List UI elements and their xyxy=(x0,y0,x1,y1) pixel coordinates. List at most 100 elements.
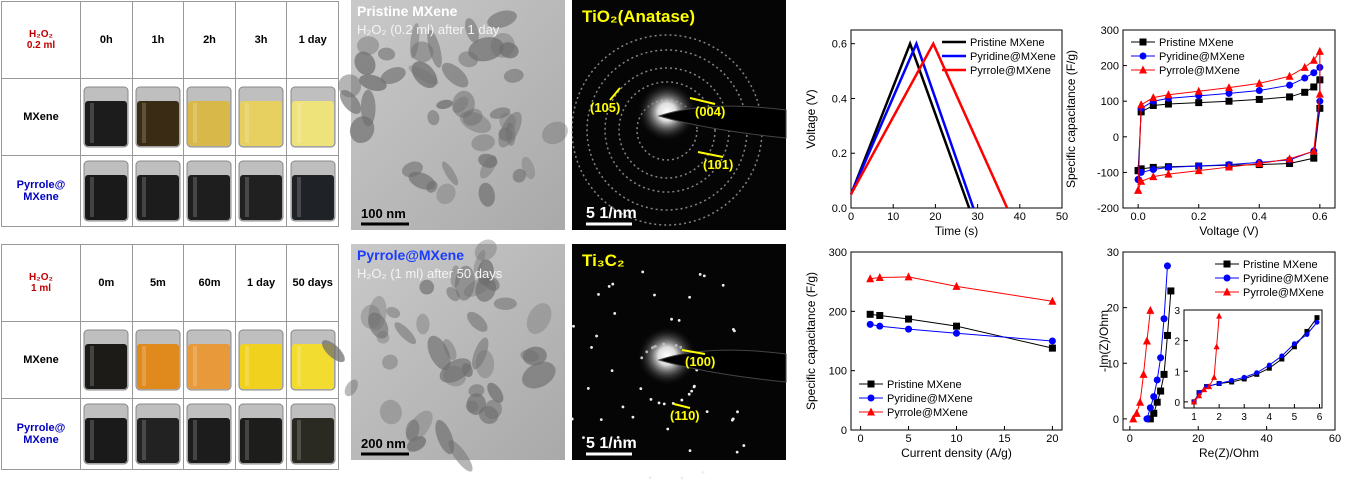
marker xyxy=(876,322,884,330)
marker xyxy=(1129,414,1138,423)
x-tick-label: 0.2 xyxy=(1191,211,1206,223)
particle xyxy=(442,161,459,186)
diffraction-spot xyxy=(653,293,656,297)
table-row: Pyrrole@ MXene xyxy=(1,155,339,227)
marker xyxy=(1286,93,1294,101)
marker xyxy=(1149,93,1158,102)
vial-cell xyxy=(80,155,133,227)
x-tick-label: 1 xyxy=(1191,412,1197,423)
marker xyxy=(1216,312,1223,319)
scale-label: 200 nm xyxy=(361,436,406,451)
diffraction-spot xyxy=(611,282,615,286)
marker xyxy=(1301,88,1309,96)
marker xyxy=(1196,392,1203,399)
diffraction-spot xyxy=(670,317,673,321)
particle xyxy=(450,265,461,288)
particle xyxy=(360,304,381,329)
particle xyxy=(471,134,495,152)
particle xyxy=(382,354,398,370)
x-tick-label: 50 xyxy=(1056,211,1068,223)
marker xyxy=(1315,89,1324,98)
vial-table: H₂O₂ 1 ml 0m 5m 60m 1 day 50 days MXene Pyrrole… xyxy=(1,244,339,470)
y-tick-label: 0.4 xyxy=(832,93,847,105)
vial-shine xyxy=(245,177,250,217)
vial-shine xyxy=(296,103,301,143)
legend-label: Pyrrole@MXene xyxy=(887,407,968,419)
legend-marker xyxy=(867,380,875,388)
marker xyxy=(1160,370,1168,378)
vial-photo xyxy=(238,329,284,391)
header-cell: 0h xyxy=(80,1,133,79)
vial-photo xyxy=(186,403,232,465)
marker xyxy=(1229,377,1235,383)
particle xyxy=(454,265,475,301)
marker xyxy=(1149,172,1158,181)
x-tick-label: 0 xyxy=(1127,433,1133,445)
y-tick-label: 0 xyxy=(1113,414,1119,426)
marker xyxy=(1132,408,1141,417)
particle xyxy=(411,41,434,63)
marker xyxy=(1315,46,1324,55)
marker xyxy=(1163,331,1171,339)
legend-label: Pristine MXene xyxy=(970,37,1045,49)
particle xyxy=(427,110,440,126)
marker xyxy=(905,315,913,323)
vial-liquid xyxy=(85,418,128,463)
x-tick-label: 4 xyxy=(1267,412,1273,423)
y-axis-label: -Im(Z)/Ohm xyxy=(1097,310,1111,372)
arrow xyxy=(697,151,724,158)
y-tick-label: 0.0 xyxy=(832,203,847,215)
plane-label: (101) xyxy=(703,157,733,172)
marker xyxy=(1137,176,1146,185)
particle xyxy=(405,419,420,441)
header-cell: 2h xyxy=(183,1,236,79)
particle xyxy=(478,182,495,207)
marker xyxy=(1310,69,1318,77)
marker xyxy=(1194,166,1203,175)
marker xyxy=(1048,296,1057,305)
header-cell: 50 days xyxy=(286,244,339,322)
vial-cell xyxy=(80,78,133,156)
marker xyxy=(1137,168,1145,176)
y-axis-label: Specific capacitance (F/g) xyxy=(1064,50,1078,188)
vial-shine xyxy=(245,103,250,143)
vial-shine xyxy=(296,177,301,217)
particle xyxy=(354,51,376,76)
diffraction-spot xyxy=(570,417,574,421)
diffraction-spot xyxy=(631,415,635,419)
vial-photo xyxy=(186,160,232,222)
x-tick-label: 15 xyxy=(998,433,1010,445)
vial-cell xyxy=(131,78,185,156)
diffraction-spot xyxy=(688,449,692,453)
diffraction-spot xyxy=(610,369,614,373)
x-tick-label: 2 xyxy=(1216,412,1222,423)
diffraction-spot xyxy=(648,476,652,480)
marker xyxy=(1225,89,1233,97)
diffraction-spot xyxy=(680,398,684,402)
image-caption: H₂O₂ (1 ml) after 50 days xyxy=(357,266,503,281)
x-tick-label: 30 xyxy=(971,211,983,223)
marker xyxy=(1191,398,1198,405)
diffraction-spot xyxy=(613,312,617,315)
particle xyxy=(521,156,536,180)
scale-label: 5 1/nm xyxy=(586,435,637,452)
marker xyxy=(1146,305,1155,314)
diffraction-spot xyxy=(639,387,643,391)
legend-marker xyxy=(867,394,875,402)
marker xyxy=(1285,71,1294,80)
particle xyxy=(394,322,417,345)
vial-cell xyxy=(286,78,339,156)
diffraction-spot xyxy=(671,401,675,405)
x-axis-label: Time (s) xyxy=(935,224,979,238)
vial-photo xyxy=(83,403,129,465)
vial-photo xyxy=(186,86,232,148)
x-axis-label: Re(Z)/Ohm xyxy=(1199,446,1259,460)
x-tick-label: 40 xyxy=(1260,433,1272,445)
y-tick-label: 10 xyxy=(1107,358,1119,370)
particle xyxy=(406,436,427,452)
y-tick-label: -200 xyxy=(1097,203,1119,215)
vial-photo xyxy=(290,86,336,148)
marker xyxy=(1291,341,1297,347)
vial-photo xyxy=(135,403,181,465)
